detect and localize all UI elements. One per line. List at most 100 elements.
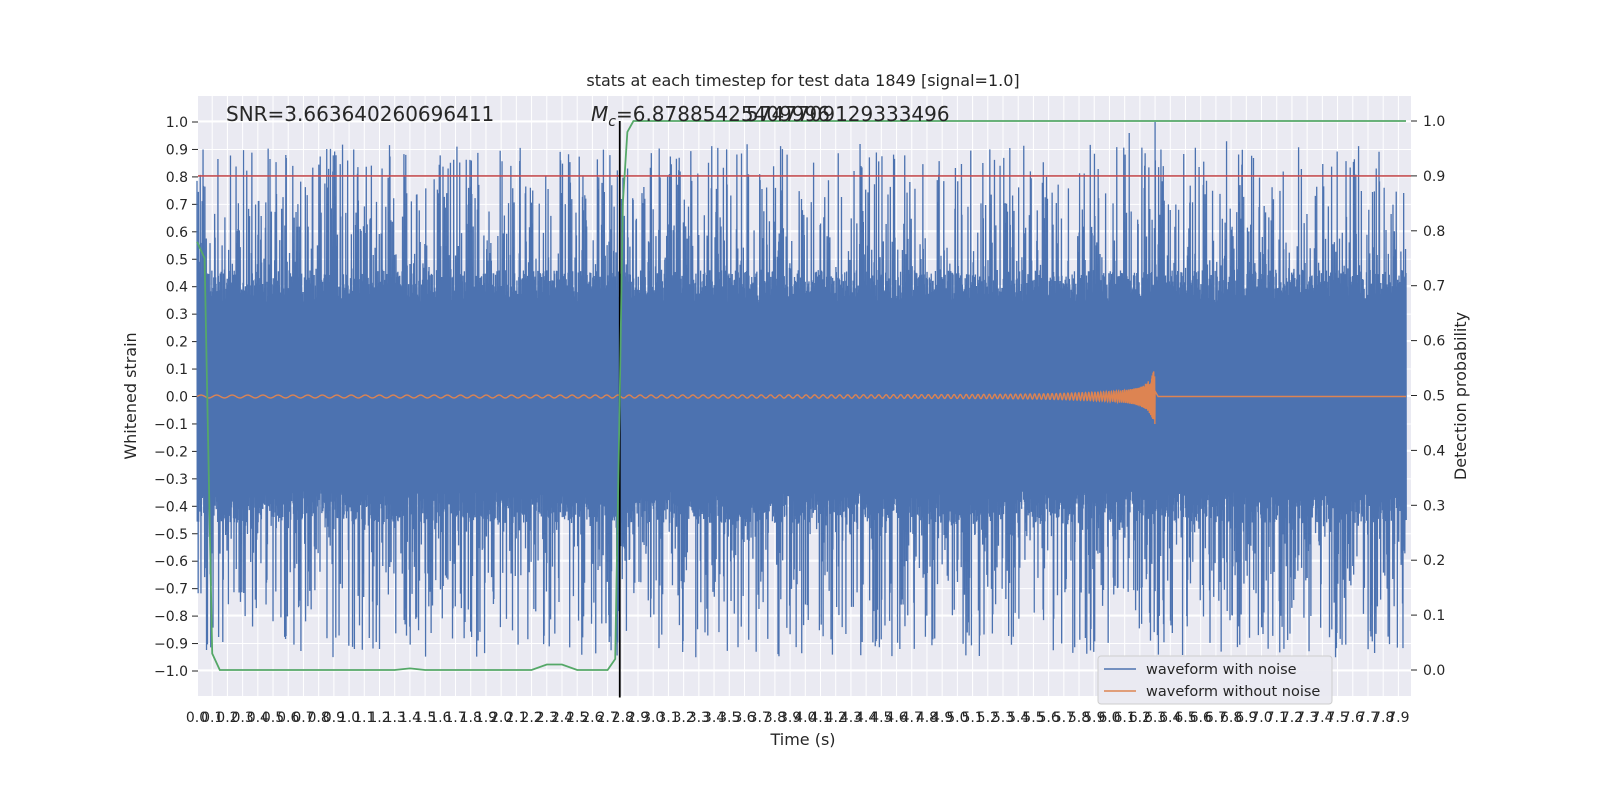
y-right-tick-label: 0.3	[1423, 498, 1445, 514]
y-left-tick-labels: 1.0 0.9 0.8 0.7 0.6 0.5 0.4 0.3 0.2 0.1 0.0 −0.1 −0.…	[154, 115, 188, 680]
y-left-tick-label: −0.9	[154, 637, 188, 653]
x-tick-label: 1.2	[368, 710, 390, 726]
x-tick-label: 0.9	[323, 710, 345, 726]
chirp-mass-symbol: M	[591, 102, 608, 126]
x-tick-label: 5.6	[1037, 710, 1059, 726]
y-left-tick-label: −0.5	[154, 527, 188, 543]
x-tick-label: 2.7	[596, 710, 618, 726]
y-right-tick-label: 0.9	[1423, 169, 1445, 185]
x-tick-label: 6.1	[1114, 710, 1136, 726]
x-tick-label: 6.5	[1174, 710, 1196, 726]
x-tick-label: 4.9	[931, 710, 953, 726]
x-tick-label: 4.0	[794, 710, 816, 726]
x-tick-label: 7.5	[1326, 710, 1348, 726]
y-right-tick-label: 0.0	[1423, 663, 1445, 679]
y-left-tick-label: 0.6	[166, 225, 188, 241]
y-right-tick-label: 1.0	[1423, 114, 1445, 130]
y-left-tick-label: −0.8	[154, 609, 188, 625]
x-tick-label: 0.0	[186, 710, 208, 726]
overlapping-annotation: 5747709129333496	[746, 102, 950, 126]
x-tick-label: 4.5	[870, 710, 892, 726]
y-left-tick-label: −0.3	[154, 472, 188, 488]
y-right-tick-labels: 1.0 0.9 0.8 0.7 0.6 0.5 0.4 0.3 0.2 0.1 0.0	[1423, 114, 1445, 679]
x-tick-label: 3.3	[688, 710, 710, 726]
y-right-tick-label: 0.2	[1423, 553, 1445, 569]
x-tick-label: 5.1	[961, 710, 983, 726]
x-tick-label: 0.4	[247, 710, 269, 726]
snr-annotation: SNR=3.663640260696411	[226, 102, 494, 126]
x-tick-label: 2.6	[581, 710, 603, 726]
chirp-series	[196, 371, 1406, 424]
x-tick-label: 0.3	[231, 710, 253, 726]
x-tick-label: 2.2	[520, 710, 542, 726]
x-tick-label: 5.7	[1053, 710, 1075, 726]
x-tick-label: 3.7	[749, 710, 771, 726]
x-tick-label: 6.2	[1129, 710, 1151, 726]
y-left-tick-label: −1.0	[154, 664, 188, 680]
x-tick-label: 1.9	[475, 710, 497, 726]
x-tick-label: 2.3	[536, 710, 558, 726]
x-tick-label: 0.1	[201, 710, 223, 726]
y-left-tick-label: 1.0	[166, 115, 188, 131]
y-left-tick-label: −0.4	[154, 499, 188, 515]
x-tick-label: 0.6	[277, 710, 299, 726]
x-tick-label: 3.0	[642, 710, 664, 726]
x-tick-label: 4.4	[855, 710, 877, 726]
y-axis-label-right: Detection probability	[1451, 312, 1470, 480]
y-right-tick-label: 0.6	[1423, 334, 1445, 350]
overlay-lines	[196, 120, 1411, 698]
x-tick-label: 4.8	[916, 710, 938, 726]
x-tick-label: 7.3	[1296, 710, 1318, 726]
x-tick-label: 1.1	[353, 710, 375, 726]
x-tick-label: 4.1	[809, 710, 831, 726]
y-left-tick-label: −0.6	[154, 554, 188, 570]
chart-title: stats at each timestep for test data 184…	[586, 71, 1019, 90]
y-left-tick-label: −0.1	[154, 417, 188, 433]
x-tick-label: 0.8	[308, 710, 330, 726]
x-tick-label: 5.0	[946, 710, 968, 726]
x-tick-label: 5.5	[1022, 710, 1044, 726]
x-tick-label: 3.8	[764, 710, 786, 726]
x-tick-label: 6.6	[1190, 710, 1212, 726]
x-tick-label: 6.9	[1235, 710, 1257, 726]
y-left-tick-label: 0.4	[166, 280, 188, 296]
x-tick-label: 2.4	[551, 710, 573, 726]
x-tick-label: 4.6	[885, 710, 907, 726]
x-tick-label: 1.3	[384, 710, 406, 726]
x-tick-label: 7.9	[1387, 710, 1409, 726]
y-right-tick-label: 0.1	[1423, 608, 1445, 624]
x-tick-label: 0.7	[292, 710, 314, 726]
y-left-tick-label: 0.0	[166, 390, 188, 406]
x-tick-label: 2.5	[566, 710, 588, 726]
x-tick-label: 1.4	[399, 710, 421, 726]
legend: waveform with noise waveform without noi…	[1097, 655, 1333, 705]
x-tick-label: 2.9	[627, 710, 649, 726]
x-tick-label: 7.6	[1342, 710, 1364, 726]
y-left-tick-label: 0.2	[166, 335, 188, 351]
x-tick-label: 3.2	[673, 710, 695, 726]
x-tick-label: 1.6	[429, 710, 451, 726]
chirp-mass-subscript: c	[608, 114, 616, 130]
x-tick-label: 3.1	[657, 710, 679, 726]
x-tick-label: 7.4	[1311, 710, 1333, 726]
x-tick-label: 5.2	[977, 710, 999, 726]
waveform-with-noise-line	[196, 122, 1407, 658]
y-left-tick-label: 0.5	[166, 252, 188, 268]
legend-label-with-noise: waveform with noise	[1146, 662, 1297, 678]
x-tick-label: 1.5	[414, 710, 436, 726]
x-tick-label: 1.0	[338, 710, 360, 726]
x-tick-label: 5.4	[1007, 710, 1029, 726]
x-tick-label: 5.3	[992, 710, 1014, 726]
x-tick-label: 4.3	[840, 710, 862, 726]
x-tick-label: 2.1	[505, 710, 527, 726]
x-axis-label: Time (s)	[769, 730, 835, 749]
y-left-tick-label: 0.1	[166, 362, 188, 378]
x-tick-label: 4.2	[825, 710, 847, 726]
y-left-tick-label: −0.2	[154, 444, 188, 460]
x-tick-label: 0.5	[262, 710, 284, 726]
y-right-tick-label: 0.7	[1423, 279, 1445, 295]
x-tick-labels: 0.00.10.20.30.40.50.60.70.80.91.01.11.21…	[186, 710, 1410, 726]
noise-series	[196, 122, 1407, 658]
y-right-tick-label: 0.5	[1423, 389, 1445, 405]
